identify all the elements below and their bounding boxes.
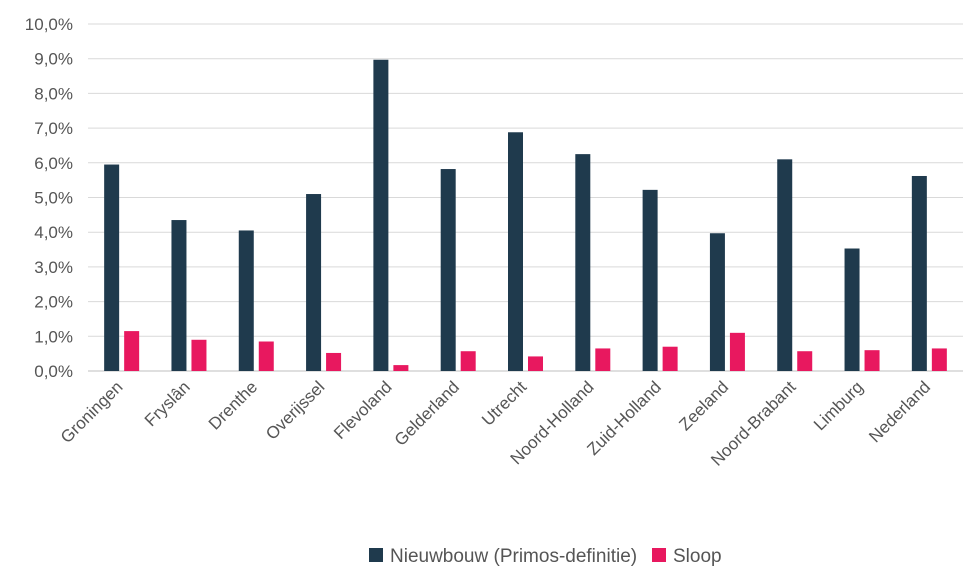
bar-nieuwbouw-5: [440, 169, 456, 371]
bar-sloop-5: [460, 351, 476, 371]
bar-nieuwbouw-4: [373, 59, 389, 372]
y-tick-label: 2,0%: [34, 293, 73, 312]
y-tick-label: 5,0%: [34, 189, 73, 208]
legend-swatch-nieuwbouw: [369, 548, 383, 562]
x-tick-label: Drenthe: [205, 377, 261, 433]
y-tick-label: 8,0%: [34, 84, 73, 103]
x-tick-label: Utrecht: [478, 377, 530, 429]
x-tick-label: Zeeland: [675, 377, 732, 434]
x-axis-labels: Groningen Fryslân Drenthe Overijssel Flevola…: [57, 377, 934, 469]
legend: Nieuwbouw (Primos-definitie) Sloop: [369, 546, 722, 567]
x-tick-label: Fryslân: [141, 377, 194, 430]
bar-nieuwbouw-7: [575, 154, 591, 371]
bar-sloop-10: [797, 351, 813, 371]
legend-label-sloop: Sloop: [673, 546, 722, 567]
bar-sloop-9: [729, 332, 745, 371]
x-tick-label: Nederland: [865, 377, 934, 446]
bar-sloop-4: [393, 365, 409, 371]
y-tick-label: 0,0%: [34, 362, 73, 381]
bar-sloop-11: [864, 350, 880, 371]
y-tick-label: 9,0%: [34, 50, 73, 69]
x-tick-label: Overijssel: [262, 377, 328, 443]
bar-sloop-2: [258, 341, 274, 371]
y-axis-ticks: 0,0% 1,0% 2,0% 3,0% 4,0% 5,0% 6,0% 7,0% 8,0% 9,0%…: [25, 15, 73, 381]
x-tick-label: Flevoland: [330, 377, 396, 443]
bar-sloop-8: [662, 346, 678, 371]
bar-nieuwbouw-6: [508, 132, 523, 371]
bar-sloop-7: [595, 348, 611, 371]
bar-sloop-1: [191, 339, 207, 371]
bar-nieuwbouw-10: [777, 159, 793, 371]
x-tick-label: Limburg: [810, 377, 867, 434]
x-tick-label: Groningen: [57, 377, 127, 447]
bars: [104, 59, 947, 372]
y-tick-label: 3,0%: [34, 258, 73, 277]
bar-nieuwbouw-3: [306, 194, 322, 371]
bar-sloop-12: [931, 348, 947, 371]
bar-sloop-6: [528, 356, 543, 371]
bar-sloop-0: [124, 331, 140, 371]
bar-nieuwbouw-8: [642, 189, 658, 371]
bar-nieuwbouw-9: [709, 233, 725, 371]
x-tick-label: Gelderland: [391, 377, 463, 449]
y-tick-label: 10,0%: [25, 15, 73, 34]
y-tick-label: 6,0%: [34, 154, 73, 173]
bar-nieuwbouw-12: [911, 175, 927, 371]
bar-nieuwbouw-2: [238, 230, 254, 371]
y-tick-label: 1,0%: [34, 327, 73, 346]
legend-swatch-sloop: [652, 548, 666, 562]
bar-sloop-3: [326, 352, 342, 371]
bar-nieuwbouw-11: [844, 248, 860, 371]
y-tick-label: 4,0%: [34, 223, 73, 242]
legend-label-nieuwbouw: Nieuwbouw (Primos-definitie): [390, 546, 637, 567]
gridlines: [88, 23, 963, 372]
bar-nieuwbouw-0: [104, 164, 120, 371]
bar-nieuwbouw-1: [171, 220, 187, 371]
y-tick-label: 7,0%: [34, 119, 73, 138]
